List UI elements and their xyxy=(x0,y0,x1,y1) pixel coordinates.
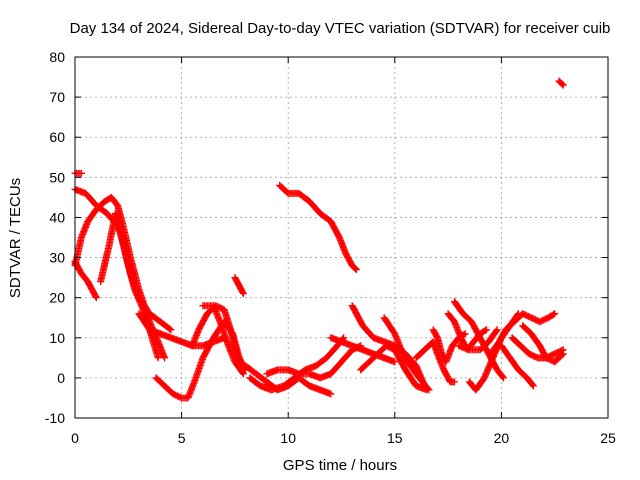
data-point xyxy=(461,330,469,338)
data-marks xyxy=(71,77,567,402)
x-tick-label: 25 xyxy=(600,430,616,446)
data-point xyxy=(528,381,536,389)
y-tick-label: 80 xyxy=(49,49,65,65)
data-point xyxy=(558,351,566,359)
data-point xyxy=(493,326,501,334)
data-track-t25 xyxy=(487,310,559,358)
data-point xyxy=(549,311,557,319)
data-track-t1 xyxy=(71,169,85,177)
data-point xyxy=(499,373,507,381)
data-point xyxy=(92,292,100,300)
data-point xyxy=(154,354,162,362)
data-track-t12 xyxy=(246,334,348,394)
data-point xyxy=(425,386,433,394)
data-point xyxy=(176,393,184,401)
data-point xyxy=(327,390,335,398)
x-tick-label: 5 xyxy=(178,430,186,446)
data-point xyxy=(239,290,247,298)
chart-title: Day 134 of 2024, Sidereal Day-to-day VTE… xyxy=(70,20,611,37)
data-point xyxy=(166,325,174,333)
y-tick-label: 30 xyxy=(49,250,65,266)
data-track-t26 xyxy=(497,342,537,390)
y-tick-label: 40 xyxy=(49,209,65,225)
data-track-t19 xyxy=(412,338,458,386)
data-point xyxy=(482,326,490,334)
data-point xyxy=(450,378,458,386)
data-point xyxy=(551,310,559,318)
x-axis-label: GPS time / hours xyxy=(283,457,397,474)
data-point xyxy=(559,350,567,358)
data-point xyxy=(481,327,489,335)
data-point xyxy=(391,358,399,366)
axis-ticks: 0 5 10 15 20 25 -10 0 10 20 30 40 50 60 70 80 xyxy=(45,49,616,446)
data-point xyxy=(351,265,359,273)
data-point xyxy=(239,370,247,378)
data-track-t5 xyxy=(97,209,162,362)
data-point xyxy=(239,369,247,377)
y-tick-label: 10 xyxy=(49,330,65,346)
data-point xyxy=(529,382,537,390)
x-tick-label: 20 xyxy=(494,430,510,446)
data-track-t17 xyxy=(357,342,431,394)
data-point xyxy=(558,80,566,88)
data-track-t4 xyxy=(71,258,100,302)
data-point xyxy=(500,374,508,382)
data-point xyxy=(492,327,500,335)
x-tick-label: 0 xyxy=(71,430,79,446)
y-tick-label: 60 xyxy=(49,129,65,145)
y-tick-label: 50 xyxy=(49,169,65,185)
data-point xyxy=(239,288,247,296)
data-point xyxy=(77,169,85,177)
x-tick-label: 15 xyxy=(387,430,403,446)
data-point xyxy=(92,294,100,302)
data-point xyxy=(352,266,360,274)
y-axis-label: SDTVAR / TECUs xyxy=(7,178,24,298)
data-point xyxy=(167,326,175,334)
data-track-t10 xyxy=(231,274,247,298)
y-tick-label: 0 xyxy=(57,370,65,386)
data-track-t9 xyxy=(199,302,247,378)
y-tick-label: 20 xyxy=(49,290,65,306)
data-track-t28 xyxy=(519,322,567,366)
data-track-t18 xyxy=(380,314,433,394)
y-tick-label: -10 xyxy=(45,410,65,426)
y-tick-label: 70 xyxy=(49,89,65,105)
x-tick-label: 10 xyxy=(280,430,296,446)
data-track-t13 xyxy=(263,342,365,382)
data-point xyxy=(559,81,567,89)
data-track-t14 xyxy=(276,181,360,274)
data-track-t29 xyxy=(555,77,567,89)
data-track-t23 xyxy=(455,326,501,354)
data-point xyxy=(424,385,432,393)
plot-frame xyxy=(74,56,609,419)
data-point xyxy=(161,354,169,362)
